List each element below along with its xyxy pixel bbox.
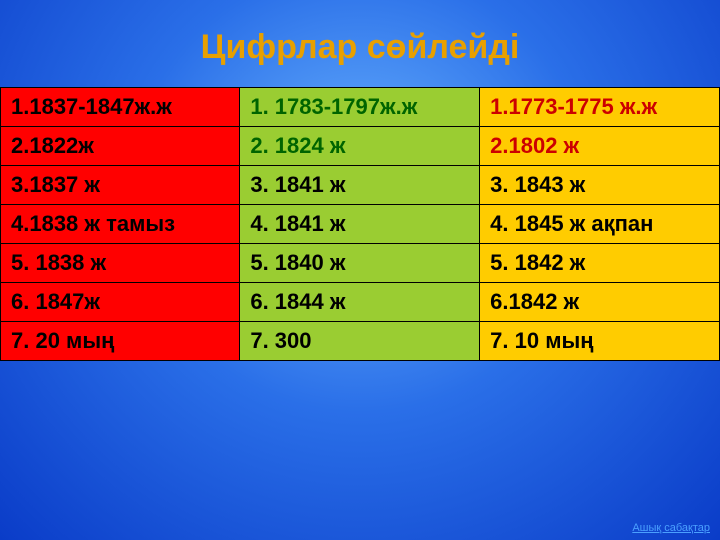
- table-cell: 5. 1838 ж: [1, 244, 240, 283]
- table-row: 4.1838 ж тамыз4. 1841 ж4. 1845 ж ақпан: [1, 205, 720, 244]
- table-row: 1.1837-1847ж.ж1. 1783-1797ж.ж1.1773-1775…: [1, 88, 720, 127]
- table-cell: 1.1773-1775 ж.ж: [480, 88, 720, 127]
- data-table: 1.1837-1847ж.ж1. 1783-1797ж.ж1.1773-1775…: [0, 87, 720, 361]
- table-row: 2.1822ж2. 1824 ж2.1802 ж: [1, 127, 720, 166]
- table-row: 7. 20 мың7. 3007. 10 мың: [1, 322, 720, 361]
- table-cell: 7. 20 мың: [1, 322, 240, 361]
- table-cell: 6. 1847ж: [1, 283, 240, 322]
- table-row: 6. 1847ж6. 1844 ж6.1842 ж: [1, 283, 720, 322]
- table-cell: 5. 1842 ж: [480, 244, 720, 283]
- table-cell: 7. 300: [240, 322, 480, 361]
- footer-link[interactable]: Ашық сабақтар: [632, 522, 710, 534]
- table-cell: 6. 1844 ж: [240, 283, 480, 322]
- slide-container: Цифрлар сөйлейді 1.1837-1847ж.ж1. 1783-1…: [0, 0, 720, 540]
- table-cell: 3.1837 ж: [1, 166, 240, 205]
- table-row: 3.1837 ж3. 1841 ж3. 1843 ж: [1, 166, 720, 205]
- table-cell: 2. 1824 ж: [240, 127, 480, 166]
- table-cell: 2.1822ж: [1, 127, 240, 166]
- table-cell: 6.1842 ж: [480, 283, 720, 322]
- table-cell: 1. 1783-1797ж.ж: [240, 88, 480, 127]
- table-row: 5. 1838 ж5. 1840 ж5. 1842 ж: [1, 244, 720, 283]
- table-cell: 1.1837-1847ж.ж: [1, 88, 240, 127]
- table-cell: 4. 1845 ж ақпан: [480, 205, 720, 244]
- table-cell: 4.1838 ж тамыз: [1, 205, 240, 244]
- slide-title: Цифрлар сөйлейді: [0, 0, 720, 67]
- table-cell: 4. 1841 ж: [240, 205, 480, 244]
- table-cell: 3. 1843 ж: [480, 166, 720, 205]
- table-cell: 5. 1840 ж: [240, 244, 480, 283]
- table-cell: 2.1802 ж: [480, 127, 720, 166]
- table-cell: 7. 10 мың: [480, 322, 720, 361]
- table-cell: 3. 1841 ж: [240, 166, 480, 205]
